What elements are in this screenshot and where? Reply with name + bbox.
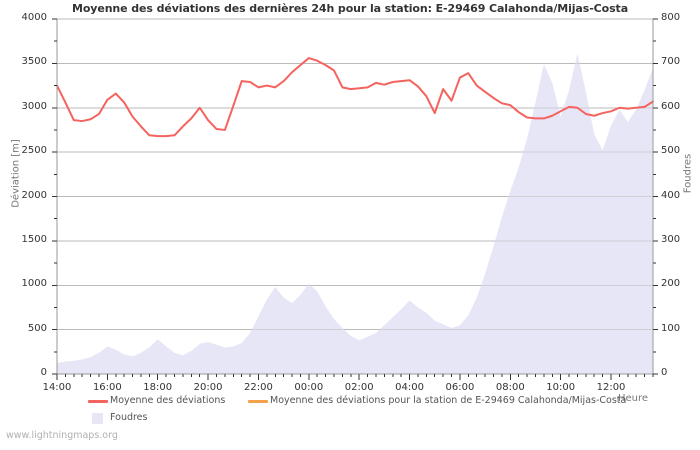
x-tick-5: 00:00 (294, 382, 324, 393)
x-axis-label: Heure (618, 393, 649, 404)
legend-swatch-1 (248, 400, 268, 403)
y-tick-left-7: 3500 (21, 56, 47, 68)
y-tick-right-5: 500 (661, 145, 681, 157)
x-tick-10: 10:00 (546, 382, 576, 393)
x-tick-11: 12:00 (596, 382, 626, 393)
x-tick-8: 06:00 (445, 382, 475, 393)
y-tick-right-2: 200 (661, 278, 681, 290)
y-tick-left-2: 1000 (21, 278, 47, 290)
y-tick-left-1: 500 (27, 322, 47, 334)
y-tick-left-5: 2500 (21, 145, 47, 157)
legend-swatch-2 (92, 413, 103, 424)
x-tick-1: 16:00 (92, 382, 122, 393)
x-tick-2: 18:00 (143, 382, 173, 393)
y-tick-left-4: 2000 (21, 189, 47, 201)
y-tick-left-3: 1500 (21, 233, 47, 245)
y-tick-left-0: 0 (40, 367, 47, 378)
y-tick-right-7: 700 (661, 56, 681, 68)
y-tick-right-3: 300 (661, 233, 681, 245)
x-tick-0: 14:00 (42, 382, 72, 393)
x-tick-3: 20:00 (193, 382, 223, 393)
x-tick-7: 04:00 (395, 382, 424, 393)
watermark-text: www.lightningmaps.org (6, 430, 118, 441)
y-tick-right-8: 800 (661, 12, 681, 23)
legend-label-2[interactable]: Foudres (110, 412, 148, 423)
x-tick-9: 08:00 (495, 382, 525, 393)
legend-swatch-0 (88, 400, 108, 403)
x-tick-4: 22:00 (244, 382, 273, 393)
chart-legend: Moyenne des déviations Moyenne des déviat… (0, 392, 700, 432)
x-tick-6: 02:00 (344, 382, 374, 393)
y-tick-left-6: 3000 (21, 100, 47, 112)
y-tick-left-8: 4000 (21, 12, 47, 23)
y-tick-right-0: 0 (661, 367, 668, 378)
y-tick-right-6: 600 (661, 100, 681, 112)
y-tick-right-1: 100 (661, 322, 681, 334)
y-tick-right-4: 400 (661, 189, 681, 201)
legend-label-1[interactable]: Moyenne des déviations pour la station d… (270, 395, 627, 406)
legend-label-0[interactable]: Moyenne des déviations (110, 395, 226, 406)
page-title: Moyenne des déviations des dernières 24h… (71, 2, 629, 15)
